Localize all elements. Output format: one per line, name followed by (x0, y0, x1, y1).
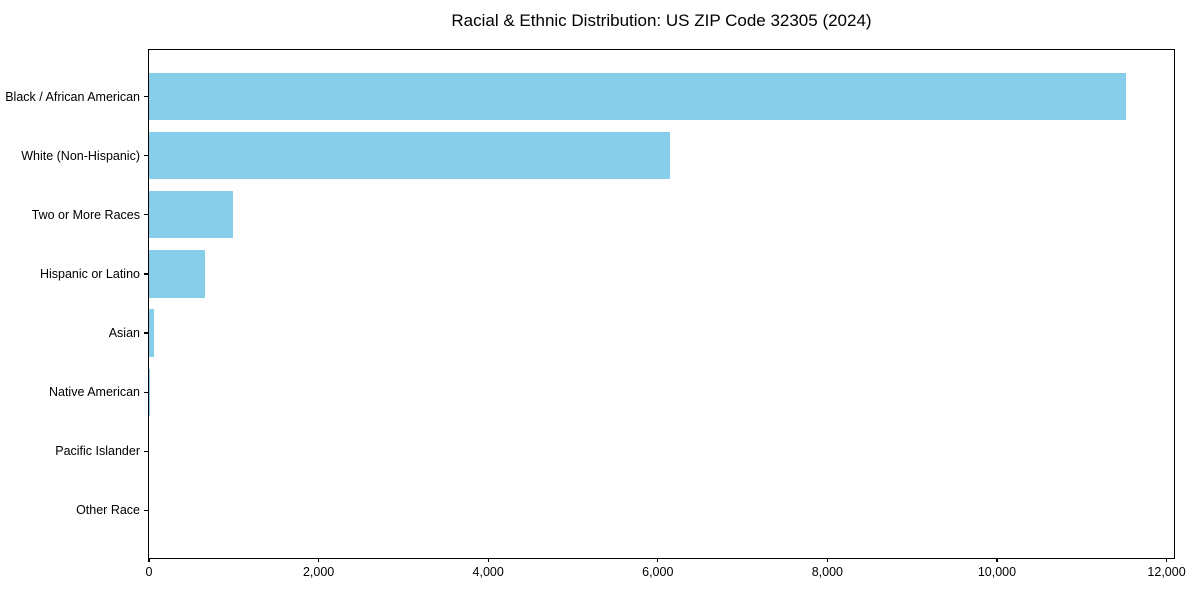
bar-native-american (149, 368, 151, 416)
y-tick (144, 155, 148, 157)
y-tick (144, 214, 148, 216)
x-tick-label-10000: 10,000 (977, 565, 1017, 579)
x-tick-label-0: 0 (145, 565, 153, 579)
y-tick (144, 96, 148, 98)
bar-white-non-hispanic (149, 132, 670, 180)
x-tick (148, 558, 150, 562)
x-tick-label-2000: 2,000 (302, 565, 335, 579)
x-tick-label-8000: 8,000 (811, 565, 843, 579)
y-tick (144, 273, 148, 275)
y-tick-label-asian: Asian (108, 326, 140, 341)
y-tick-label-black-african-american: Black / African American (5, 89, 140, 104)
y-tick-label-hispanic-or-latino: Hispanic or Latino (39, 266, 140, 281)
x-tick (1165, 558, 1168, 562)
bar-black-african-american (149, 73, 1126, 121)
x-tick (317, 558, 320, 562)
x-tick (487, 558, 489, 562)
y-tick (144, 509, 148, 511)
bar-two-or-more-races (149, 191, 233, 239)
x-tick-label-12000: 12,000 (1147, 565, 1186, 579)
x-tick (996, 558, 998, 562)
y-tick-label-native-american: Native American (48, 385, 140, 400)
bar-asian (149, 309, 154, 357)
y-tick-label-pacific-islander: Pacific Islander (55, 444, 140, 459)
y-tick (144, 450, 148, 452)
y-tick-label-white-non-hispanic: White (Non-Hispanic) (21, 148, 140, 163)
x-tick-label-4000: 4,000 (472, 565, 504, 579)
y-tick (144, 391, 148, 393)
bar-hispanic-or-latino (149, 250, 205, 298)
plot-area (144, 49, 1175, 562)
x-tick-label-6000: 6,000 (642, 565, 674, 579)
x-tick (657, 558, 659, 562)
x-tick (826, 558, 828, 562)
y-tick (144, 332, 148, 334)
chart-title: Racial & Ethnic Distribution: US ZIP Cod… (451, 11, 872, 30)
y-tick-label-two-or-more-races: Two or More Races (31, 207, 140, 222)
y-tick-label-other-race: Other Race (76, 503, 140, 518)
